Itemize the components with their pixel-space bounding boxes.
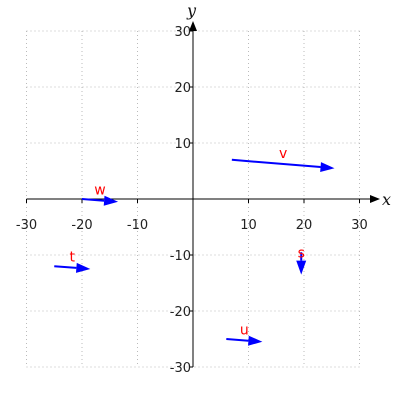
- x-tick-label: 10: [240, 218, 257, 233]
- ticks: -30 -20 -10 10 20 30 -30 -20 -10 10 20 30: [16, 25, 368, 376]
- vector-u: u: [226, 322, 262, 345]
- vector-t-shaft: [54, 266, 76, 268]
- axes: x y: [27, 1, 392, 367]
- y-tick-label: 30: [174, 25, 191, 40]
- x-tick-label: 20: [296, 218, 313, 233]
- vector-t: t: [54, 250, 90, 273]
- x-tick-label: -20: [71, 218, 92, 233]
- y-axis-label: y: [186, 1, 197, 20]
- x-tick-label: 30: [351, 218, 368, 233]
- vector-w-label: w: [94, 182, 105, 198]
- vector-s: s: [296, 245, 306, 274]
- vector-t-arrowhead: [76, 263, 90, 273]
- vector-v-label: v: [279, 146, 287, 162]
- y-tick-label: 20: [174, 81, 191, 96]
- vector-v: v: [232, 146, 335, 172]
- vector-u-shaft: [226, 339, 248, 341]
- y-tick-label: -20: [170, 305, 191, 320]
- y-tick-label: -10: [170, 249, 191, 264]
- vector-t-label: t: [70, 250, 76, 266]
- x-axis-label: x: [382, 190, 391, 209]
- y-tick-label: -30: [170, 361, 191, 376]
- x-tick-label: -30: [16, 218, 37, 233]
- vector-s-label: s: [298, 245, 305, 261]
- x-axis-arrowhead: [370, 195, 380, 203]
- vector-w: w: [82, 182, 118, 205]
- vector-s-arrowhead: [296, 261, 306, 275]
- y-tick-label: 10: [174, 137, 191, 152]
- vector-w-arrowhead: [104, 196, 118, 206]
- vectors: v w t s u: [54, 146, 334, 346]
- vector-v-shaft: [232, 160, 321, 167]
- x-tick-label: -10: [127, 218, 148, 233]
- vector-u-label: u: [240, 322, 249, 338]
- vector-v-arrowhead: [320, 162, 334, 172]
- vector-u-arrowhead: [248, 336, 262, 346]
